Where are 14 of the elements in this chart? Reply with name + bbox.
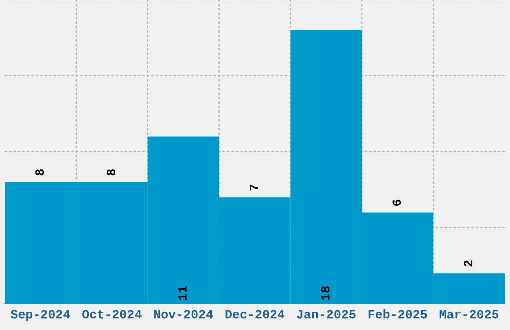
data-label: 6 [392,200,402,206]
x-tick-label: Nov-2024 [154,310,214,319]
x-tick-label: Dec-2024 [226,310,285,319]
x-tick-label: Mar-2025 [440,310,499,319]
data-label: 18 [321,286,330,300]
data-label: 11 [178,286,187,300]
x-tick-label: Jan-2025 [297,310,356,319]
x-tick-label: Sep-2024 [10,310,70,322]
data-label: 8 [36,169,44,176]
data-label: 7 [250,184,258,191]
data-label: 2 [464,260,473,267]
data-label: 8 [107,169,116,176]
x-tick-label: Oct-2024 [82,310,142,319]
x-tick-label: Feb-2025 [368,310,428,319]
